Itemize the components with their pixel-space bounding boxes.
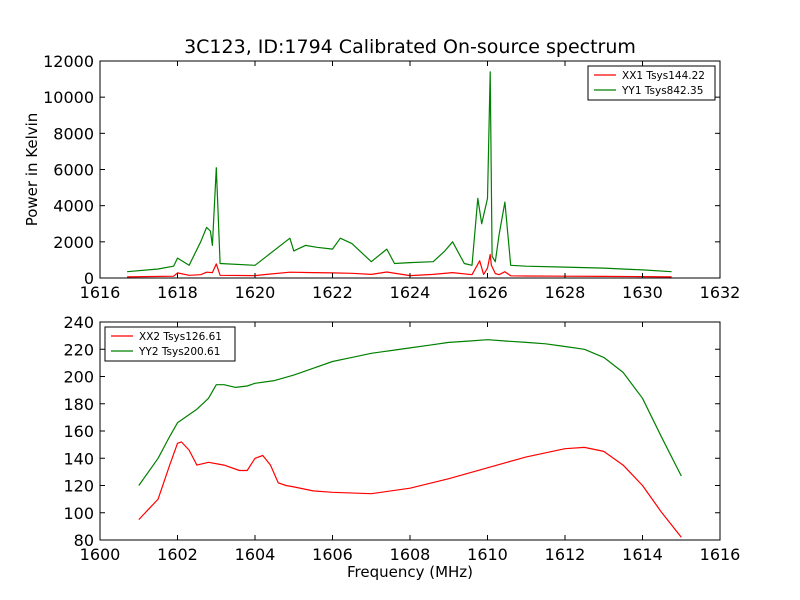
x-tick-label: 1626 [467, 283, 508, 302]
y-tick-label: 6000 [53, 161, 94, 180]
x-tick-label: 1620 [235, 283, 276, 302]
x-tick-label: 1600 [80, 545, 121, 564]
y-tick-label: 4000 [53, 197, 94, 216]
y-tick-label: 100 [63, 504, 94, 523]
series-line-1-2 [127, 71, 672, 273]
x-tick-label: 1606 [312, 545, 353, 564]
legend: XX2 Tsys126.61 YY2 Tsys200.61 [104, 326, 236, 362]
x-tick-label: 1608 [390, 545, 431, 564]
legend-label: XX2 Tsys126.61 [139, 331, 222, 343]
legend-label: YY2 Tsys200.61 [138, 346, 220, 358]
x-tick-label: 1632 [700, 283, 741, 302]
x-tick-label: 1630 [622, 283, 663, 302]
y-tick-label: 140 [63, 449, 94, 468]
bottom-panel: 1600 1602 1604 1606 1608 1610 1612 1614 1616 80 10… [63, 313, 740, 581]
y-tick-label: 200 [63, 368, 94, 387]
legend-box [587, 65, 716, 101]
y-tick-label: 80 [74, 531, 94, 550]
y-tick-label: 160 [63, 422, 94, 441]
legend: XX1 Tsys144.22 YY1 Tsys842.35 [587, 65, 716, 101]
x-tick-label: 1602 [157, 545, 198, 564]
x-tick-label: 1614 [622, 545, 663, 564]
legend-label: YY1 Tsys842.35 [621, 85, 703, 97]
x-tick-label: 1610 [467, 545, 508, 564]
top-panel: 1616 1618 1620 1622 1624 1626 1628 1630 1632 0 200… [23, 52, 740, 302]
x-tick-label: 1628 [545, 283, 586, 302]
y-axis-label: Power in Kelvin [23, 113, 41, 227]
y-tick-label: 10000 [43, 88, 94, 107]
y-tick-label: 12000 [43, 52, 94, 71]
y-tick-label: 120 [63, 477, 94, 496]
x-tick-label: 1616 [700, 545, 741, 564]
legend-label: XX1 Tsys144.22 [622, 70, 705, 82]
x-axis-label: Frequency (MHz) [347, 563, 473, 581]
y-tick-label: 240 [63, 313, 94, 332]
chart-title: 3C123, ID:1794 Calibrated On-source spec… [184, 36, 636, 58]
x-tick-label: 1604 [235, 545, 276, 564]
x-tick-label: 1612 [545, 545, 586, 564]
x-tick-label: 1616 [80, 283, 121, 302]
series-line-2-1 [138, 441, 682, 538]
y-tick-label: 0 [84, 269, 94, 288]
legend-box [104, 326, 236, 362]
series-line-2-2 [138, 339, 682, 486]
x-tick-label: 1624 [390, 283, 431, 302]
y-tick-label: 2000 [53, 233, 94, 252]
y-tick-label: 220 [63, 340, 94, 359]
x-tick-label: 1622 [312, 283, 353, 302]
y-tick-label: 8000 [53, 124, 94, 143]
x-tick-label: 1618 [157, 283, 198, 302]
y-tick-label: 180 [63, 395, 94, 414]
